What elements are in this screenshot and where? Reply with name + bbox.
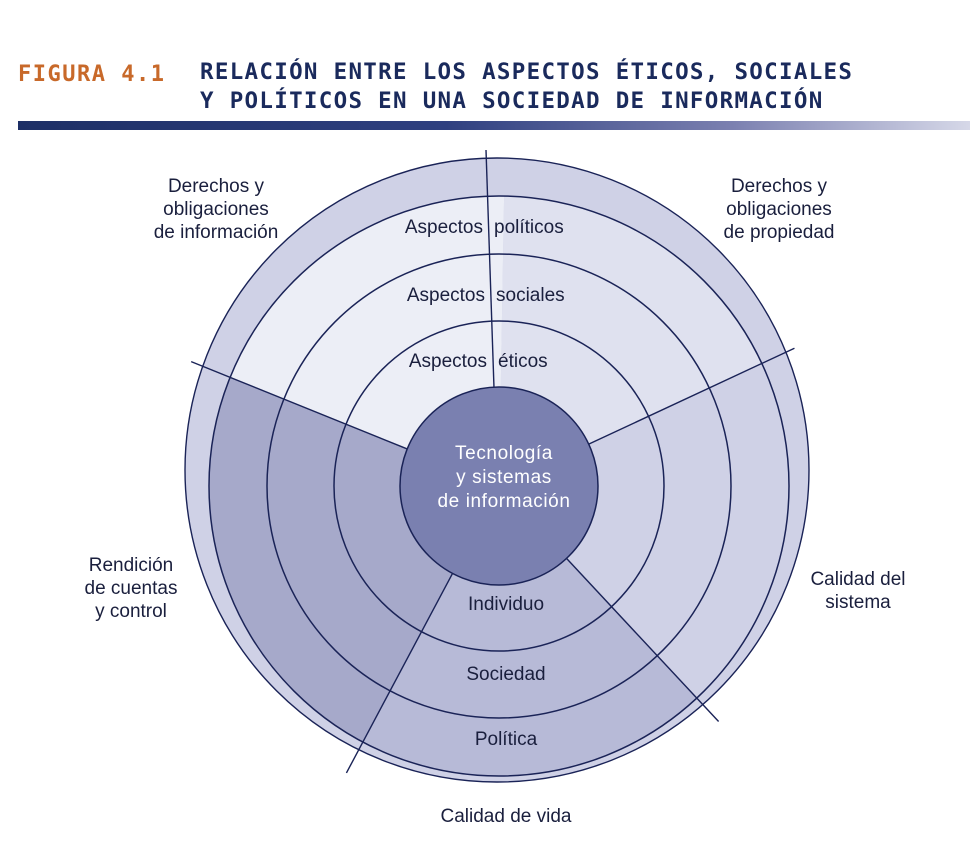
label-derechos-propiedad-line-1: Derechos y [731, 176, 828, 197]
center-label-line-2: y sistemas [456, 467, 552, 488]
label-individuo: Individuo [468, 594, 544, 615]
label-aspectos-politicos-1: Aspectos [405, 217, 483, 238]
label-sociedad: Sociedad [466, 664, 545, 685]
divider-top [485, 149, 495, 389]
center-circle [399, 386, 599, 586]
ring-ethical [333, 320, 665, 652]
label-aspectos-sociales-2: sociales [496, 285, 565, 306]
figure-title-line-2: Y POLÍTICOS EN UNA SOCIEDAD DE INFORMACI… [200, 88, 824, 114]
center-label-line-1: Tecnología [455, 443, 553, 464]
dividers [190, 149, 795, 774]
label-rendicion-cuentas-line-3: y control [95, 601, 167, 622]
sector-system-quality [499, 363, 790, 699]
divider-lower-right [566, 557, 720, 722]
label-derechos-informacion-line-1: Derechos y [168, 176, 265, 197]
divider-lower-left [345, 573, 454, 774]
label-politica: Política [475, 729, 538, 750]
labels: Tecnología y sistemas de información Aspect… [85, 176, 906, 827]
sectors [184, 157, 810, 783]
ring-political [208, 195, 790, 777]
center-label-line-3: de información [437, 491, 570, 512]
label-aspectos-sociales-1: Aspectos [407, 285, 485, 306]
label-aspectos-eticos-1: Aspectos [409, 351, 487, 372]
label-derechos-propiedad-line-3: de propiedad [724, 222, 835, 243]
label-derechos-informacion-line-2: obligaciones [163, 199, 269, 220]
label-rendicion-cuentas-line-2: de cuentas [85, 578, 178, 599]
label-calidad-vida-line-1: Calidad de vida [441, 806, 572, 827]
label-aspectos-politicos-2: políticos [494, 217, 564, 238]
divider-upper-left [190, 360, 408, 450]
label-aspectos-eticos-2: éticos [498, 351, 548, 372]
sector-quality-of-life [362, 486, 697, 777]
figure-title: RELACIÓN ENTRE LOS ASPECTOS ÉTICOS, SOCI… [200, 58, 853, 116]
label-derechos-propiedad-line-2: obligaciones [726, 199, 832, 220]
label-calidad-sistema-line-2: sistema [825, 592, 891, 613]
label-calidad-sistema-line-1: Calidad del [810, 569, 905, 590]
figure-title-line-1: RELACIÓN ENTRE LOS ASPECTOS ÉTICOS, SOCI… [200, 59, 854, 85]
divider-upper-right [588, 347, 795, 445]
label-derechos-informacion-line-3: de información [154, 222, 279, 243]
figure-label: FIGURA 4.1 [18, 62, 166, 87]
rings [208, 195, 790, 777]
ring-social [266, 253, 732, 719]
label-rendicion-cuentas-line-1: Rendición [89, 555, 174, 576]
title-rule [18, 121, 970, 130]
